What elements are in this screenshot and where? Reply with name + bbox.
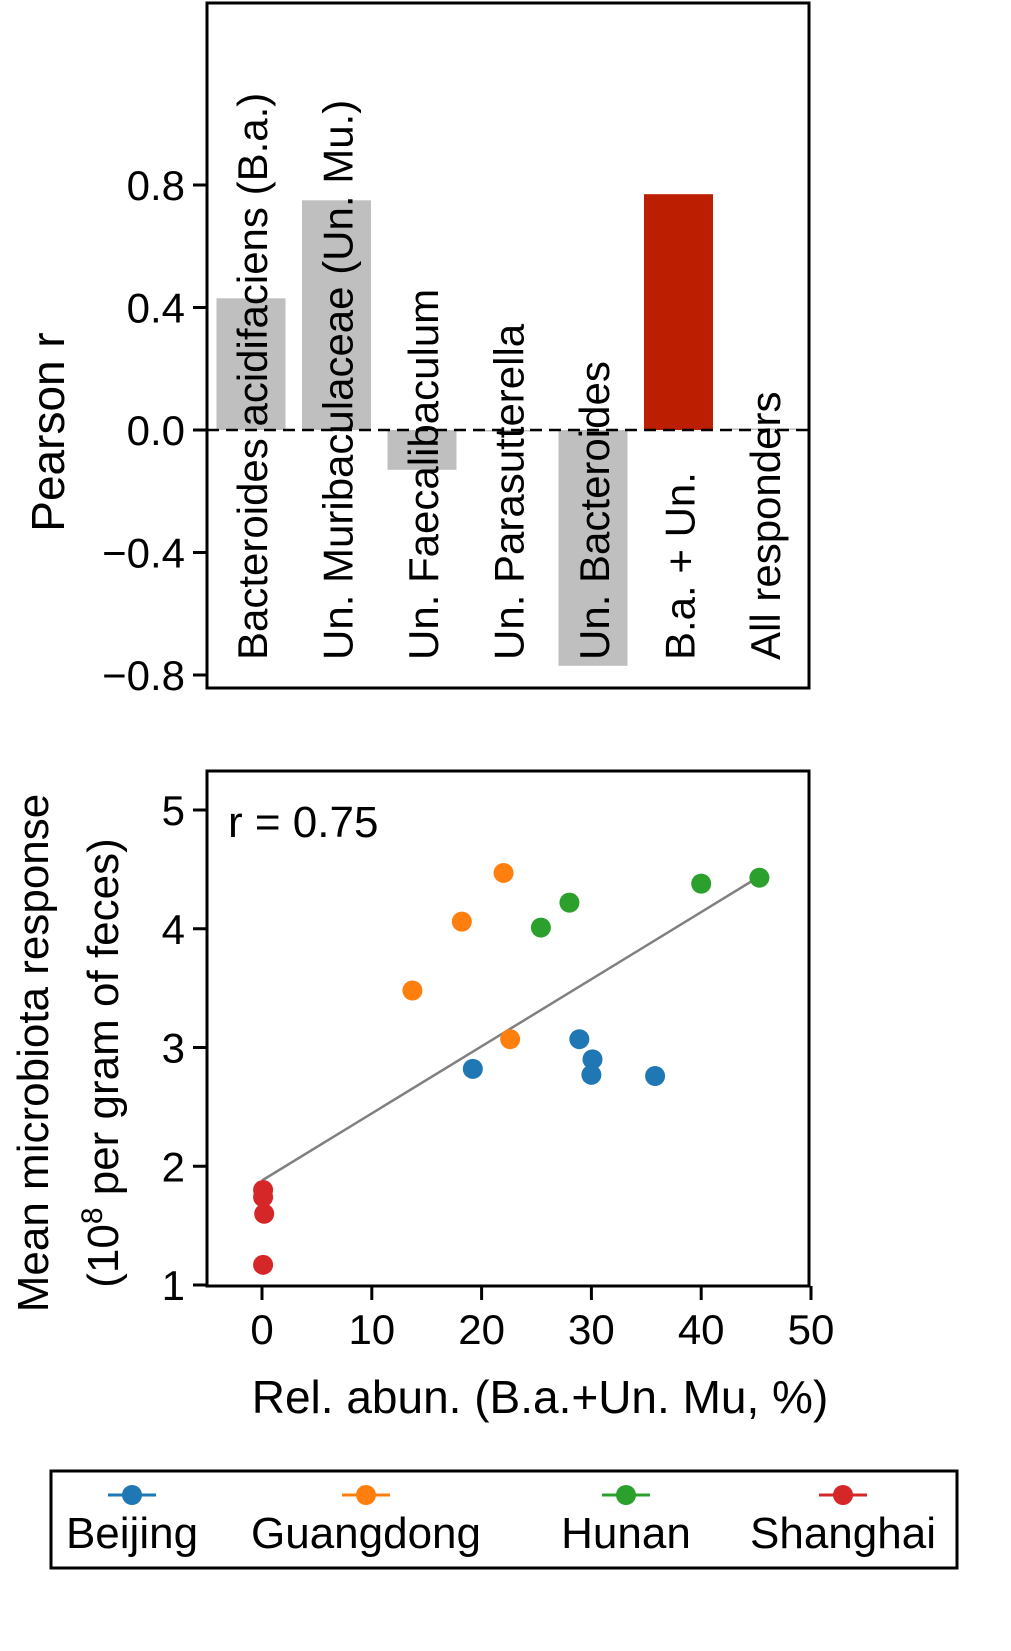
legend: Beijing Guangdong Hunan Shanghai bbox=[49, 1469, 959, 1570]
scatter-chart-panel: r = 0.75 0 10 20 30 40 50 1 2 3 4 5 Rel. abun. (B… bbox=[9, 769, 834, 1423]
scatter-point-hunan bbox=[691, 873, 712, 894]
bar bbox=[558, 430, 628, 666]
bar-category-label: Un. Muribaculaceae (Un. Mu.) bbox=[315, 100, 362, 660]
scatter-point-guangdong bbox=[402, 980, 423, 1001]
bar-series bbox=[216, 194, 799, 666]
ylabel-superscript: 8 bbox=[76, 1207, 109, 1224]
legend-item-beijing: Beijing bbox=[66, 1485, 198, 1558]
legend-label: Hunan bbox=[561, 1509, 691, 1558]
bar bbox=[644, 194, 713, 430]
y-tick-label: 3 bbox=[162, 1025, 185, 1072]
scatter-x-axis-ticks: 0 10 20 30 40 50 bbox=[250, 1286, 834, 1353]
scatter-point-shanghai bbox=[254, 1203, 275, 1224]
scatter-plot-frame bbox=[205, 769, 811, 1288]
scatter-point-guangdong bbox=[451, 911, 472, 932]
ylabel-suffix: per gram of feces) bbox=[79, 838, 128, 1207]
x-tick-label: 30 bbox=[568, 1306, 615, 1353]
scatter-point-hunan bbox=[530, 917, 551, 938]
bar-category-label: Bacteroides acidifaciens (B.a.) bbox=[229, 93, 276, 660]
scatter-point-hunan bbox=[559, 892, 580, 913]
y-tick-label: 5 bbox=[162, 787, 185, 834]
scatter-point-shanghai bbox=[253, 1187, 274, 1208]
scatter-point-beijing bbox=[462, 1058, 483, 1079]
scatter-point-beijing bbox=[582, 1049, 603, 1070]
scatter-y-axis-label-line1: Mean microbiota response bbox=[9, 794, 58, 1312]
y-tick-label: 1 bbox=[162, 1262, 185, 1309]
legend-dot-marker bbox=[833, 1485, 853, 1505]
bar-plot-frame bbox=[205, 1, 811, 690]
scatter-y-axis-ticks: 1 2 3 4 5 bbox=[162, 787, 207, 1309]
y-tick-label: −0.4 bbox=[102, 530, 185, 577]
y-tick-label: 0.8 bbox=[127, 162, 185, 209]
bar bbox=[473, 430, 542, 432]
bar-chart-panel: Bacteroides acidifaciens (B.a.) Un. Murib… bbox=[22, 1, 811, 699]
scatter-point-guangdong bbox=[500, 1029, 521, 1050]
x-tick-label: 40 bbox=[678, 1306, 725, 1353]
scatter-points bbox=[253, 862, 770, 1275]
x-tick-label: 10 bbox=[348, 1306, 395, 1353]
scatter-point-beijing bbox=[569, 1029, 590, 1050]
y-tick-label: 0.4 bbox=[127, 285, 185, 332]
x-tick-label: 20 bbox=[458, 1306, 505, 1353]
bar-category-label: Un. Parasutterella bbox=[486, 323, 533, 660]
y-tick-label: 0.0 bbox=[127, 407, 185, 454]
legend-item-hunan: Hunan bbox=[561, 1485, 691, 1558]
scatter-x-axis-label: Rel. abun. (B.a.+Un. Mu, %) bbox=[252, 1371, 829, 1423]
scatter-point-beijing bbox=[581, 1064, 602, 1085]
scatter-y-axis-label-line2: (108 per gram of feces) bbox=[76, 838, 128, 1288]
legend-dot-marker bbox=[616, 1485, 636, 1505]
scatter-point-beijing bbox=[645, 1066, 666, 1086]
scatter-point-hunan bbox=[749, 867, 770, 888]
legend-label: Shanghai bbox=[750, 1509, 936, 1558]
bar-category-labels: Bacteroides acidifaciens (B.a.) Un. Murib… bbox=[229, 93, 789, 660]
legend-items: Beijing Guangdong Hunan Shanghai bbox=[66, 1485, 936, 1558]
scatter-point-shanghai bbox=[253, 1254, 274, 1275]
legend-label: Beijing bbox=[66, 1509, 198, 1558]
y-tick-label: −0.8 bbox=[102, 652, 185, 699]
bar bbox=[302, 200, 371, 430]
trend-line bbox=[261, 875, 761, 1182]
legend-label: Guangdong bbox=[251, 1509, 481, 1558]
correlation-annotation: r = 0.75 bbox=[228, 798, 378, 847]
legend-frame bbox=[49, 1469, 959, 1570]
x-tick-label: 0 bbox=[250, 1306, 273, 1353]
bar-category-label: B.a. + Un. bbox=[657, 472, 704, 660]
legend-dot-marker bbox=[122, 1485, 142, 1505]
bar-y-axis-ticks: 0.8 0.4 0.0 −0.4 −0.8 bbox=[102, 162, 207, 699]
y-tick-label: 4 bbox=[162, 906, 185, 953]
x-tick-label: 50 bbox=[788, 1306, 835, 1353]
bar bbox=[387, 430, 457, 470]
bar-y-axis-label: Pearson r bbox=[22, 332, 74, 531]
scatter-point-guangdong bbox=[493, 862, 514, 883]
y-tick-label: 2 bbox=[162, 1143, 185, 1190]
bar-category-label: Un. Bacteroides bbox=[571, 361, 618, 660]
ylabel-prefix: (10 bbox=[79, 1224, 128, 1288]
legend-item-shanghai: Shanghai bbox=[750, 1485, 936, 1558]
bar-category-label: All responders bbox=[742, 392, 789, 660]
bar bbox=[216, 298, 286, 430]
legend-item-guangdong: Guangdong bbox=[251, 1485, 481, 1558]
bar-category-label: Un. Faecalibaculum bbox=[400, 289, 447, 660]
legend-dot-marker bbox=[356, 1485, 376, 1505]
